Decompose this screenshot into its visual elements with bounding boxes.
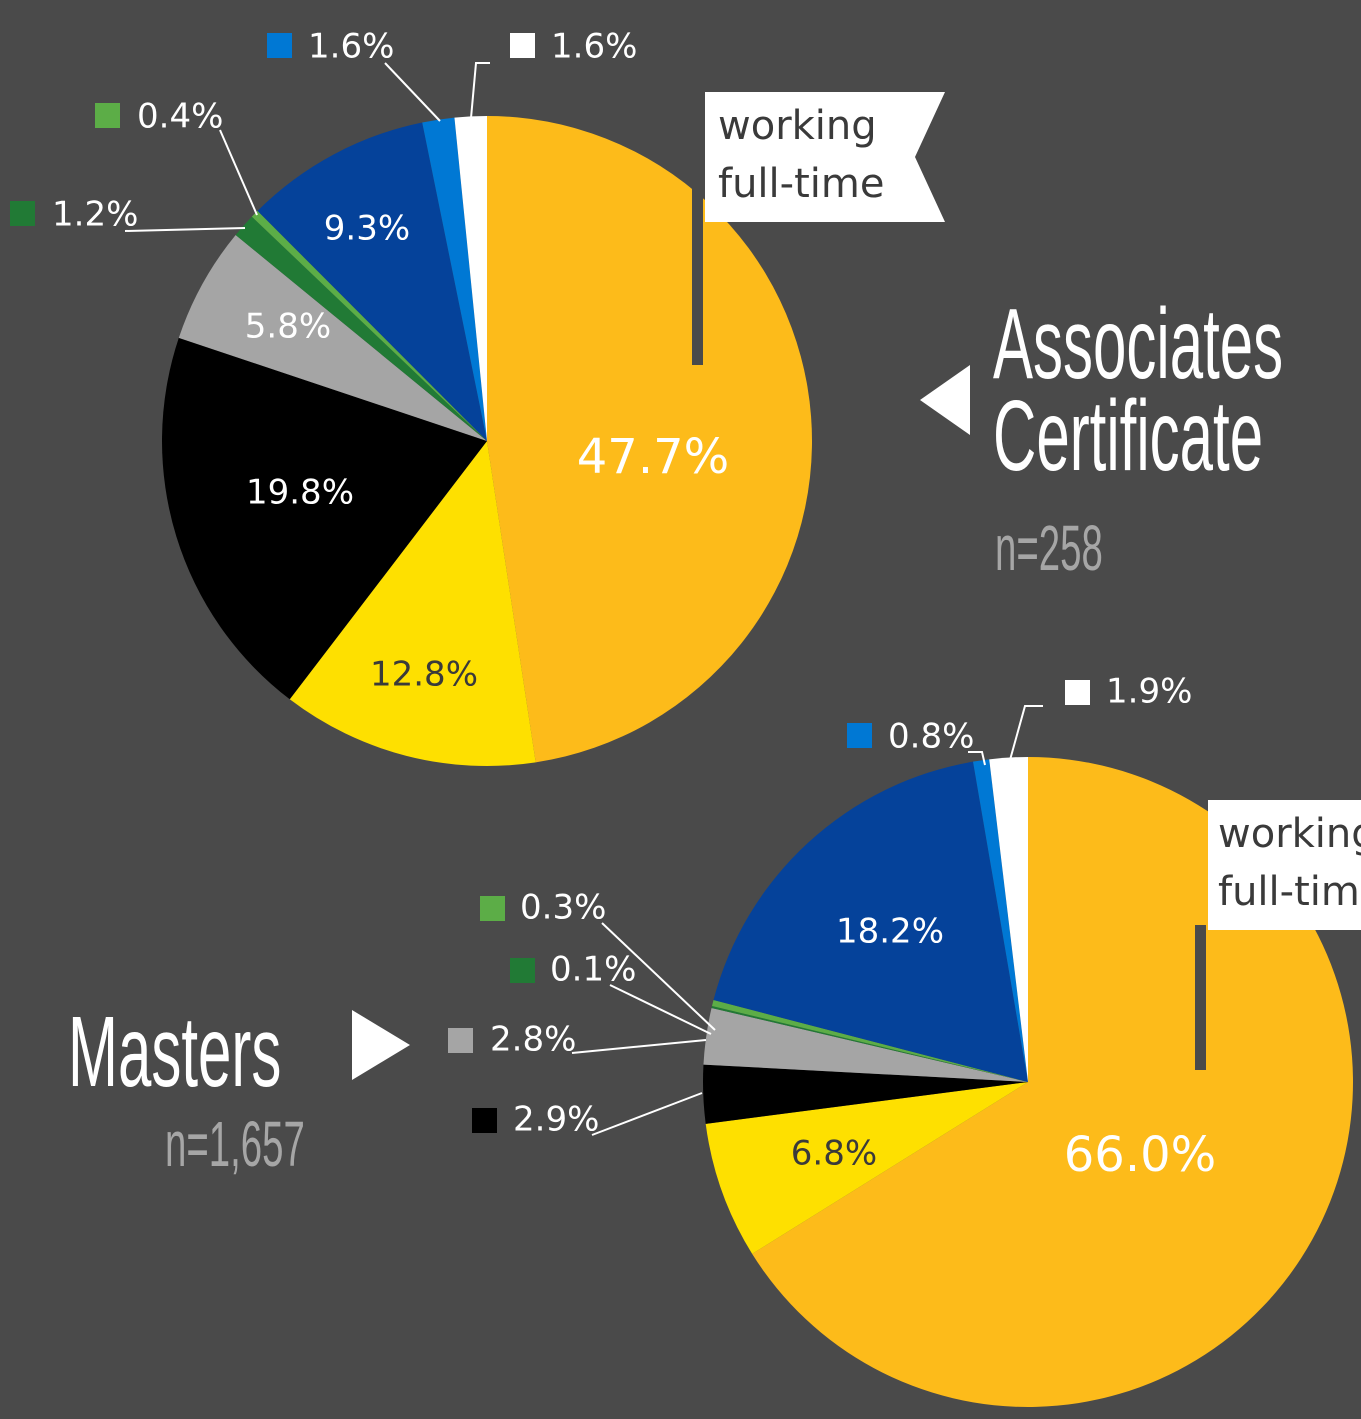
leader-line: [219, 129, 258, 216]
data-label: 0.4%: [137, 97, 223, 137]
pie-slice: [454, 116, 487, 441]
data-label: 12.8%: [370, 655, 478, 695]
data-label: 0.8%: [888, 717, 974, 757]
pie-slice: [703, 1007, 1028, 1082]
legend-swatch: [510, 33, 535, 58]
pie-slice: [487, 116, 812, 763]
data-label: 1.6%: [308, 27, 394, 67]
legend-swatch: [847, 723, 872, 748]
pie-slice: [235, 216, 487, 441]
annotation-flag: [1208, 800, 1361, 930]
data-label: 1.6%: [551, 27, 637, 67]
pie-slice: [703, 1064, 1028, 1124]
leader-line: [591, 1092, 703, 1136]
data-label: 2.8%: [490, 1020, 576, 1060]
leader-line: [1009, 705, 1043, 761]
annotation-text: working: [718, 103, 877, 149]
legend-swatch: [448, 1028, 473, 1053]
pie-slice: [705, 1082, 1028, 1254]
data-label: 47.7%: [577, 429, 729, 485]
pies: [161, 116, 1353, 1408]
legend-swatch: [267, 33, 292, 58]
pie-slice: [257, 122, 487, 441]
data-label: 1.9%: [1106, 672, 1192, 712]
legend-swatch: [10, 201, 35, 226]
chart-subtitle: n=258: [995, 513, 1103, 585]
pie-slice: [251, 210, 487, 441]
leader-line: [609, 984, 712, 1035]
chart-title: Certificate: [993, 380, 1263, 492]
pointer-arrow: [352, 1010, 410, 1080]
data-label: 18.2%: [836, 912, 944, 952]
pie-slice: [989, 757, 1028, 1082]
leader-line: [384, 62, 441, 122]
annotation-pole: [692, 185, 703, 365]
pie-slice: [711, 1005, 1028, 1082]
leader-line: [601, 922, 716, 1031]
legend-swatch: [480, 896, 505, 921]
data-label: 19.8%: [246, 473, 354, 513]
leader-line: [124, 227, 246, 232]
pointer-arrow: [920, 365, 970, 435]
pie-slice: [422, 117, 487, 441]
data-label: 0.1%: [550, 950, 636, 990]
data-label: 1.2%: [52, 195, 138, 235]
data-label: 5.8%: [245, 307, 331, 347]
leader-line: [968, 751, 986, 766]
annotation-text: full-time: [1218, 869, 1361, 915]
legend-swatch: [1065, 680, 1090, 705]
pie-slice: [178, 234, 487, 441]
leader-line: [571, 1039, 707, 1054]
leader-line: [470, 62, 490, 119]
data-label: 6.8%: [791, 1134, 877, 1174]
data-label: 66.0%: [1064, 1127, 1216, 1183]
data-label: 9.3%: [324, 209, 410, 249]
data-label: 2.9%: [513, 1100, 599, 1140]
chart-subtitle: n=1,657: [165, 1109, 305, 1181]
pie-slice: [752, 757, 1353, 1408]
pie-slice: [712, 1000, 1028, 1082]
legend-swatch: [95, 103, 120, 128]
legend-swatch: [472, 1108, 497, 1133]
pie-slice: [289, 441, 536, 766]
annotation-pole: [1195, 925, 1206, 1070]
pie-slice: [973, 759, 1028, 1082]
pie-slice: [161, 337, 487, 700]
pie-slice: [713, 761, 1028, 1082]
annotation-text: working: [1218, 811, 1361, 857]
chart-title: Masters: [68, 996, 281, 1108]
annotation-text: full-time: [718, 161, 884, 207]
legend-swatch: [510, 958, 535, 983]
chart-title: Associates: [993, 288, 1283, 400]
annotation-flag: [705, 92, 945, 222]
data-label: 0.3%: [520, 888, 606, 928]
